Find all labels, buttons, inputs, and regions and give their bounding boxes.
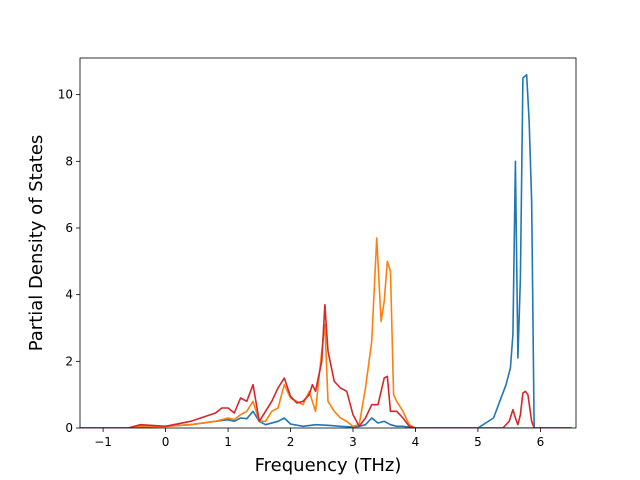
plot-frame: [79, 57, 577, 429]
y-tick-label: 10: [58, 88, 73, 102]
x-tick-label: 0: [162, 435, 170, 449]
series-line-1: [80, 73, 572, 428]
x-tick-label: 4: [412, 435, 420, 449]
x-tick-label: 6: [537, 435, 545, 449]
x-axis-label: Frequency (THz): [255, 455, 402, 476]
y-tick-label: 0: [65, 421, 73, 435]
y-axis-label: Partial Density of States: [26, 135, 47, 352]
series-line-3: [80, 303, 572, 428]
series-layer: [80, 73, 572, 428]
x-axis-ticks: −1 0 1 2 3 4 5 6: [94, 428, 544, 449]
y-axis-ticks: 0 2 4 6 8 10: [58, 88, 80, 435]
y-tick-label: 2: [65, 354, 73, 368]
x-tick-label: 3: [349, 435, 357, 449]
x-tick-label: 2: [287, 435, 295, 449]
y-tick-label: 4: [65, 288, 73, 302]
x-tick-label: 1: [224, 435, 232, 449]
x-tick-label: −1: [94, 435, 112, 449]
y-tick-label: 6: [65, 221, 73, 235]
x-tick-label: 5: [474, 435, 482, 449]
y-tick-label: 8: [65, 154, 73, 168]
